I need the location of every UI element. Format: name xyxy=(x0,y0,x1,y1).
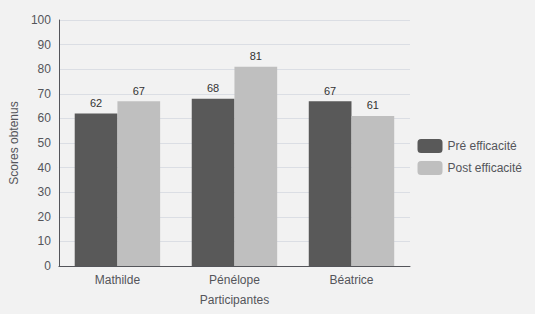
svg-text:70: 70 xyxy=(38,87,52,101)
svg-text:81: 81 xyxy=(250,50,262,62)
svg-text:90: 90 xyxy=(38,38,52,52)
svg-text:20: 20 xyxy=(38,210,52,224)
svg-text:0: 0 xyxy=(44,259,51,273)
svg-text:68: 68 xyxy=(207,82,219,94)
svg-text:67: 67 xyxy=(324,85,336,97)
svg-text:Mathilde: Mathilde xyxy=(95,273,141,287)
svg-text:Participantes: Participantes xyxy=(200,293,269,307)
svg-text:10: 10 xyxy=(38,234,52,248)
svg-text:Post efficacité: Post efficacité xyxy=(448,161,523,175)
svg-text:Scores obtenus: Scores obtenus xyxy=(7,101,21,184)
svg-text:67: 67 xyxy=(133,85,145,97)
svg-text:80: 80 xyxy=(38,62,52,76)
svg-text:61: 61 xyxy=(367,99,379,111)
svg-text:100: 100 xyxy=(31,13,51,27)
svg-text:Béatrice: Béatrice xyxy=(329,273,373,287)
svg-text:62: 62 xyxy=(90,97,102,109)
svg-text:30: 30 xyxy=(38,185,52,199)
svg-text:Pré efficacité: Pré efficacité xyxy=(448,139,517,153)
svg-text:40: 40 xyxy=(38,161,52,175)
svg-text:60: 60 xyxy=(38,111,52,125)
svg-text:50: 50 xyxy=(38,136,52,150)
svg-text:Pénélope: Pénélope xyxy=(209,273,260,287)
